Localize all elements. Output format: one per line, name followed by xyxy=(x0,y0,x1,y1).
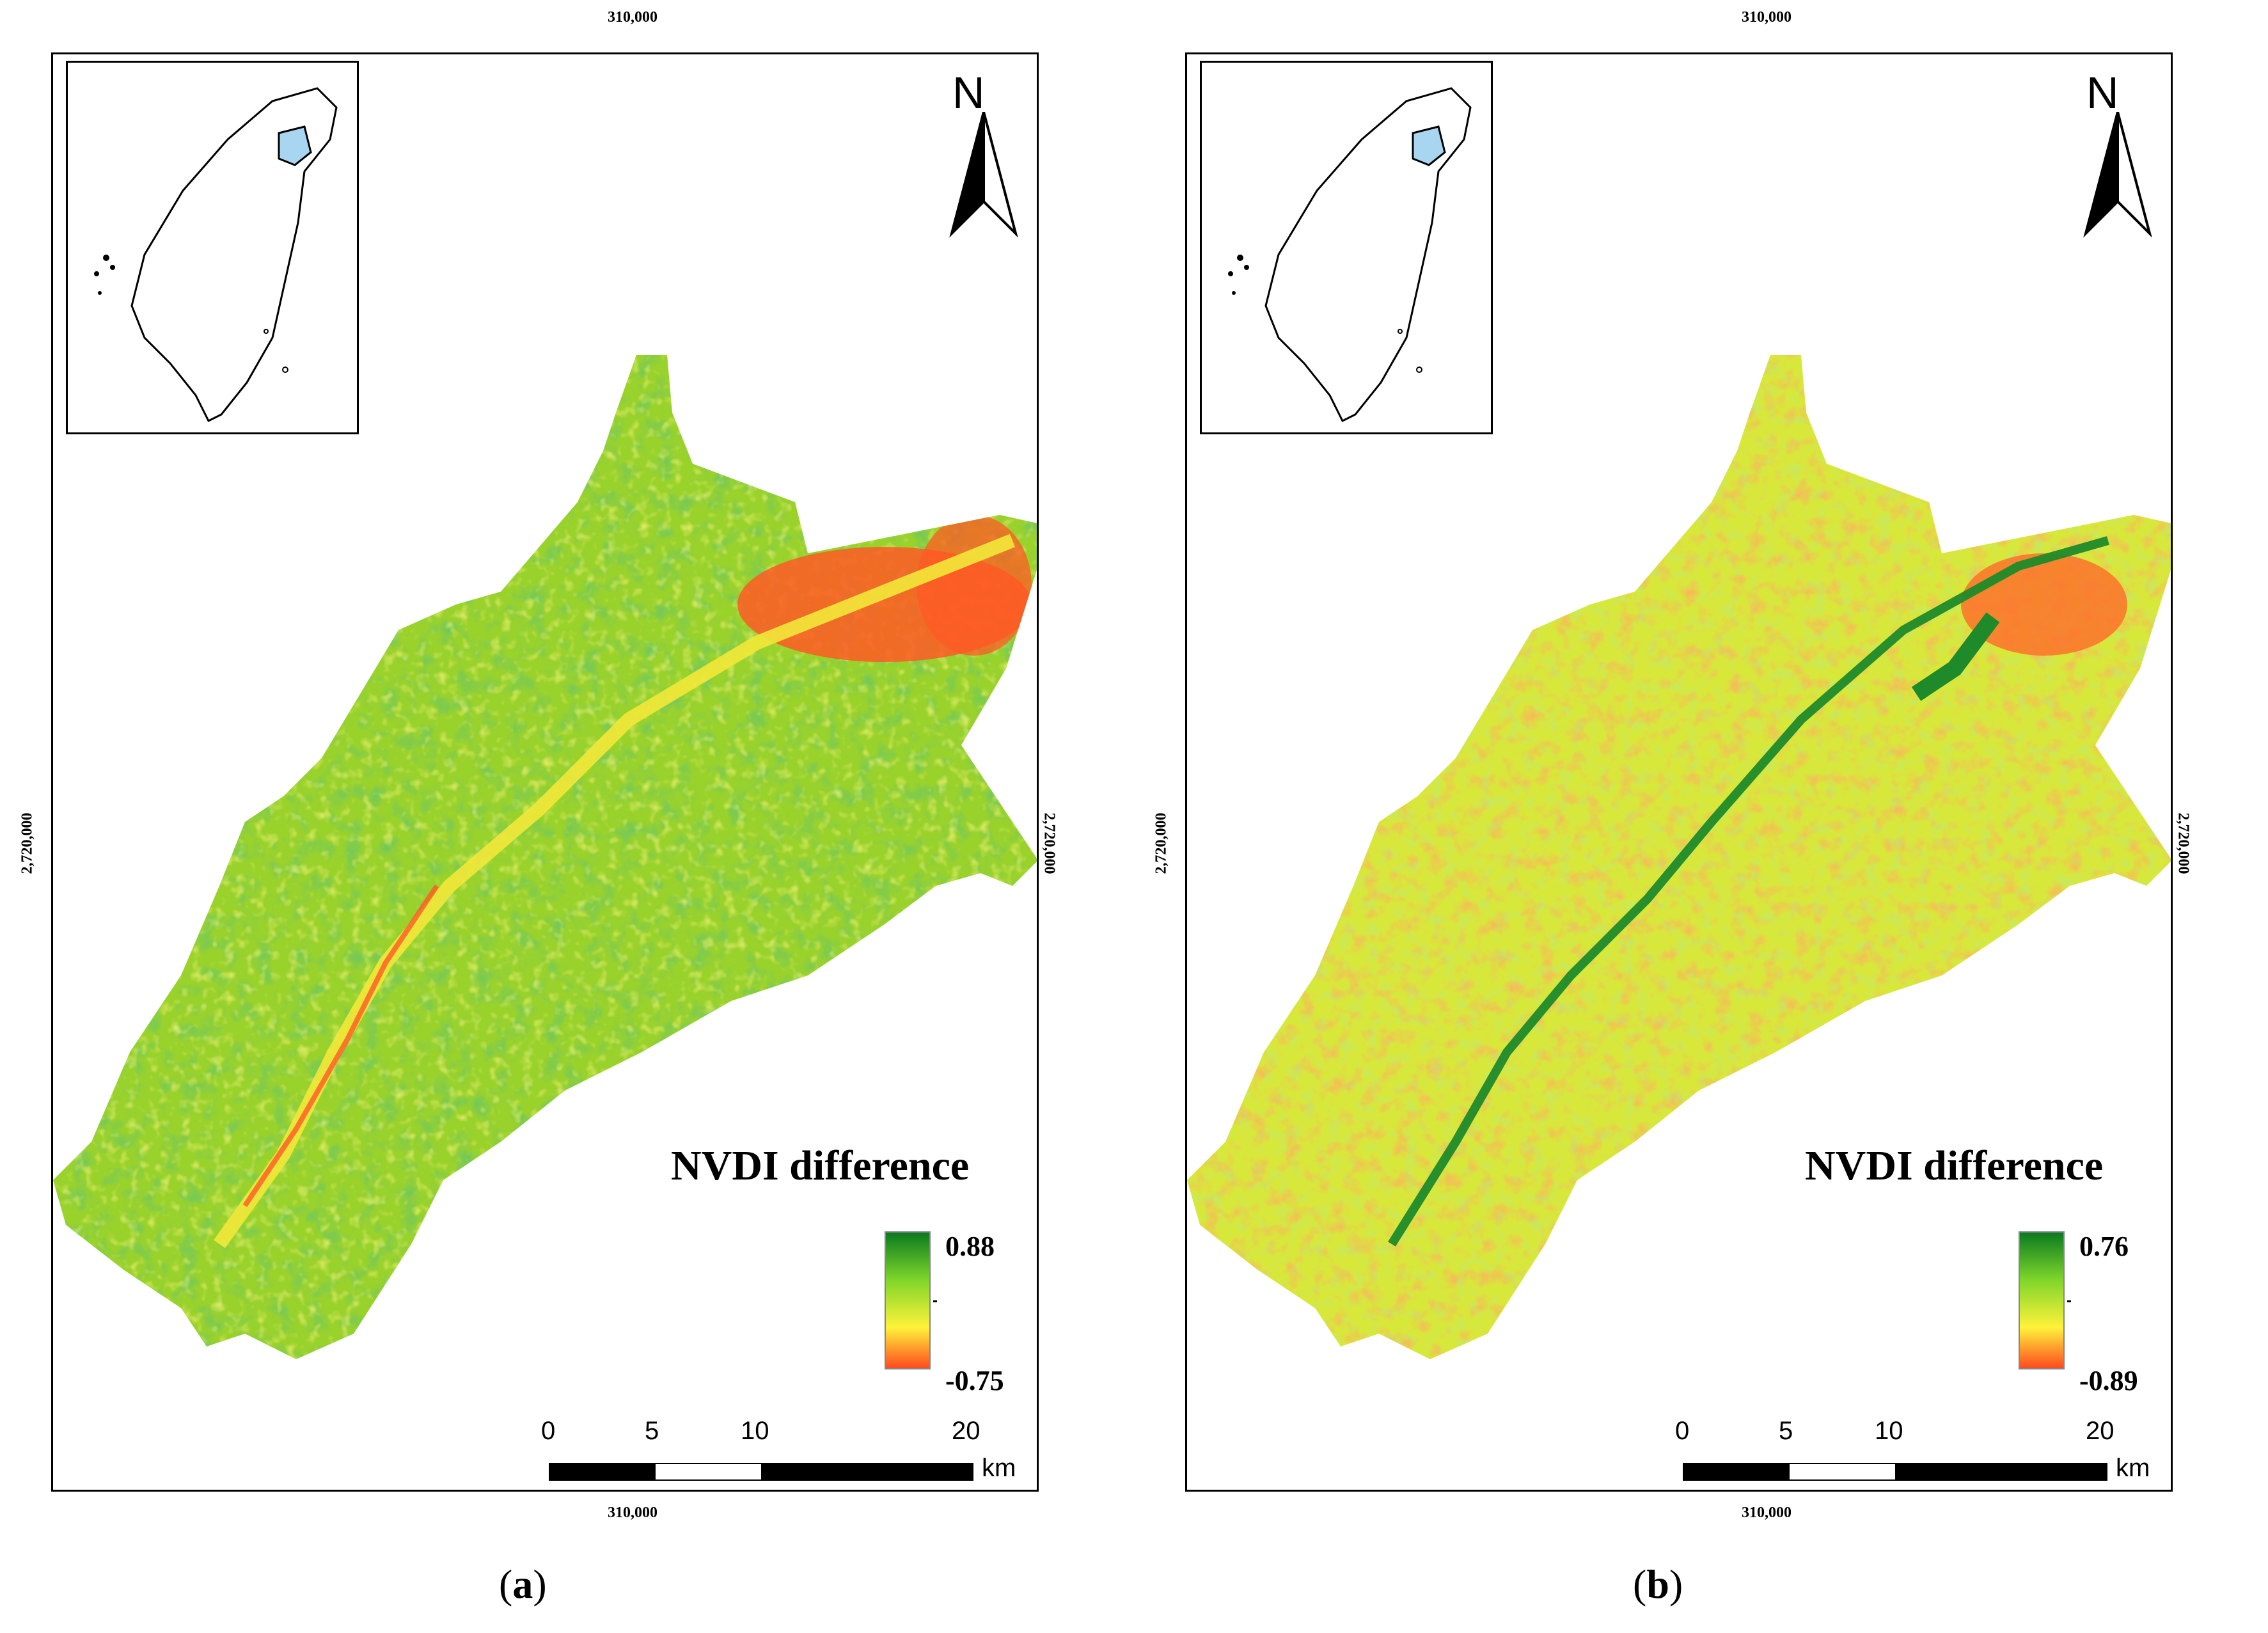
coord-bottom-label: 310,000 xyxy=(1742,1504,1792,1521)
coord-left-label: 2,720,000 xyxy=(1153,812,1170,874)
watershed-region xyxy=(1187,355,2171,1359)
scale-label-5: 5 xyxy=(645,1417,659,1445)
legend-tick xyxy=(933,1300,937,1302)
north-arrow-icon: N xyxy=(942,67,1025,240)
scale-bar xyxy=(1683,1463,2107,1481)
north-arrow-icon: N xyxy=(2076,67,2159,240)
scale-bar xyxy=(549,1463,973,1481)
legend-max-value: 0.88 xyxy=(945,1231,995,1262)
legend-title: NVDI difference xyxy=(671,1142,970,1189)
coord-left-label: 2,720,000 xyxy=(19,812,36,874)
scale-label-5: 5 xyxy=(1779,1417,1793,1445)
scale-unit: km xyxy=(2116,1454,2150,1482)
legend-tick xyxy=(2067,1300,2071,1302)
scale-unit: km xyxy=(982,1454,1016,1482)
coord-top-label: 310,000 xyxy=(1742,9,1792,26)
panel-label-b: (b) xyxy=(1633,1561,1683,1607)
map-panel-b: 310,000 xyxy=(1134,0,2268,1633)
watershed-region xyxy=(53,355,1037,1359)
coord-right-label: 2,720,000 xyxy=(2175,812,2192,874)
legend-color-ramp xyxy=(2019,1231,2065,1369)
scale-label-20: 20 xyxy=(952,1417,980,1445)
coord-right-label: 2,720,000 xyxy=(1041,812,1058,874)
scale-label-10: 10 xyxy=(1875,1417,1903,1445)
legend-min-value: -0.89 xyxy=(2079,1365,2138,1396)
scale-label-0: 0 xyxy=(1675,1417,1690,1445)
legend-min-value: -0.75 xyxy=(945,1365,1004,1396)
map-frame: N NVDI difference 0.76 -0.89 0 5 10 20 k… xyxy=(1185,52,2173,1492)
map-panel-a: 310,000 xyxy=(19,9,1058,1607)
map-frame: N NVDI difference 0.88 -0.75 0 5 10 20 k… xyxy=(51,52,1039,1492)
legend-max-value: 0.76 xyxy=(2079,1231,2129,1262)
legend-title: NVDI difference xyxy=(1805,1142,2104,1189)
taiwan-inset-map xyxy=(1200,61,1493,434)
scale-label-20: 20 xyxy=(2086,1417,2114,1445)
panel-label-a: (a) xyxy=(499,1561,547,1607)
scale-label-0: 0 xyxy=(541,1417,556,1445)
legend-color-ramp xyxy=(885,1231,931,1369)
north-label: N xyxy=(2086,68,2119,118)
coord-bottom-label: 310,000 xyxy=(608,1504,658,1521)
north-label: N xyxy=(952,68,985,118)
taiwan-inset-map xyxy=(66,61,359,434)
coord-top-label: 310,000 xyxy=(608,9,658,26)
scale-label-10: 10 xyxy=(741,1417,769,1445)
